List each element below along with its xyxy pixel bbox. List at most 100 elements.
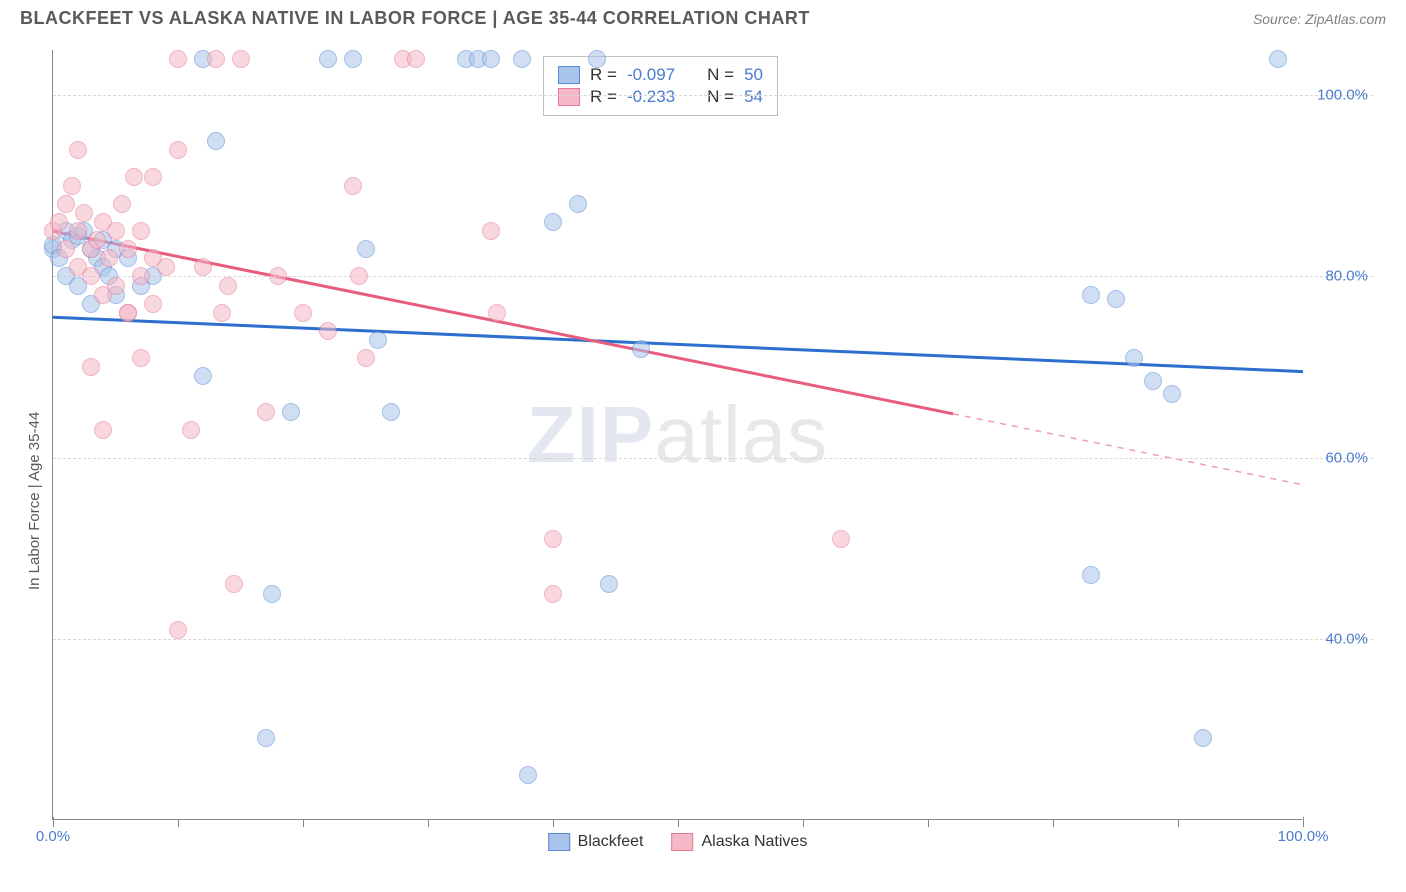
chart-title: BLACKFEET VS ALASKA NATIVE IN LABOR FORC… <box>20 8 810 29</box>
data-point <box>357 349 375 367</box>
data-point <box>407 50 425 68</box>
data-point <box>519 766 537 784</box>
data-point <box>350 267 368 285</box>
data-point <box>157 258 175 276</box>
data-point <box>357 240 375 258</box>
data-point <box>1144 372 1162 390</box>
data-point <box>69 222 87 240</box>
x-tick <box>303 819 304 827</box>
data-point <box>182 421 200 439</box>
data-point <box>94 421 112 439</box>
data-point <box>194 258 212 276</box>
watermark-thin: atlas <box>654 390 828 479</box>
plot-area: ZIPatlas R = -0.097N = 50R = -0.233N = 5… <box>52 50 1302 820</box>
stats-r-value: -0.097 <box>627 65 675 85</box>
legend-swatch <box>558 88 580 106</box>
data-point <box>119 240 137 258</box>
data-point <box>263 585 281 603</box>
data-point <box>1082 566 1100 584</box>
data-point <box>207 132 225 150</box>
x-tick <box>553 819 554 827</box>
watermark: ZIPatlas <box>527 389 828 481</box>
x-tick <box>428 819 429 827</box>
data-point <box>1194 729 1212 747</box>
x-tick-label: 0.0% <box>36 828 70 845</box>
data-point <box>257 403 275 421</box>
x-tick <box>1178 819 1179 827</box>
data-point <box>1082 286 1100 304</box>
watermark-bold: ZIP <box>527 390 654 479</box>
stats-r-value: -0.233 <box>627 87 675 107</box>
regression-line <box>953 414 1303 485</box>
gridline <box>53 95 1373 96</box>
stats-n-label: N = <box>707 87 734 107</box>
x-tick <box>53 817 54 827</box>
data-point <box>269 267 287 285</box>
data-point <box>482 50 500 68</box>
stats-n-label: N = <box>707 65 734 85</box>
data-point <box>57 240 75 258</box>
data-point <box>119 304 137 322</box>
data-point <box>82 267 100 285</box>
data-point <box>169 621 187 639</box>
stats-n-value: 50 <box>744 65 763 85</box>
data-point <box>213 304 231 322</box>
regression-line <box>53 231 953 414</box>
data-point <box>294 304 312 322</box>
data-point <box>75 204 93 222</box>
data-point <box>219 277 237 295</box>
data-point <box>107 277 125 295</box>
stats-r-label: R = <box>590 65 617 85</box>
x-tick <box>928 819 929 827</box>
chart-source: Source: ZipAtlas.com <box>1253 11 1386 27</box>
data-point <box>144 168 162 186</box>
chart-container: ZIPatlas R = -0.097N = 50R = -0.233N = 5… <box>52 50 1372 820</box>
data-point <box>144 295 162 313</box>
data-point <box>632 340 650 358</box>
data-point <box>125 168 143 186</box>
legend-swatch <box>671 833 693 851</box>
legend-swatch <box>558 66 580 84</box>
data-point <box>113 195 131 213</box>
regression-lines <box>53 50 1303 820</box>
legend-label: Blackfeet <box>578 833 644 851</box>
stats-r-label: R = <box>590 87 617 107</box>
data-point <box>232 50 250 68</box>
data-point <box>282 403 300 421</box>
x-tick <box>678 819 679 827</box>
data-point <box>600 575 618 593</box>
y-tick-label: 80.0% <box>1325 268 1368 285</box>
data-point <box>544 530 562 548</box>
stats-row: R = -0.233N = 54 <box>558 87 763 107</box>
data-point <box>569 195 587 213</box>
legend-item: Alaska Natives <box>671 833 807 851</box>
x-tick <box>1053 819 1054 827</box>
y-axis-label: In Labor Force | Age 35-44 <box>26 412 43 590</box>
legend-swatch <box>548 833 570 851</box>
data-point <box>50 213 68 231</box>
gridline <box>53 458 1373 459</box>
data-point <box>488 304 506 322</box>
data-point <box>194 367 212 385</box>
data-point <box>344 177 362 195</box>
stats-box: R = -0.097N = 50R = -0.233N = 54 <box>543 56 778 116</box>
data-point <box>132 267 150 285</box>
x-tick-label: 100.0% <box>1278 828 1329 845</box>
data-point <box>382 403 400 421</box>
data-point <box>207 50 225 68</box>
data-point <box>63 177 81 195</box>
data-point <box>1269 50 1287 68</box>
data-point <box>832 530 850 548</box>
x-tick <box>803 819 804 827</box>
y-tick-label: 100.0% <box>1317 87 1368 104</box>
data-point <box>169 50 187 68</box>
data-point <box>588 50 606 68</box>
data-point <box>1125 349 1143 367</box>
x-tick <box>178 819 179 827</box>
data-point <box>544 213 562 231</box>
data-point <box>169 141 187 159</box>
data-point <box>482 222 500 240</box>
data-point <box>82 358 100 376</box>
data-point <box>1107 290 1125 308</box>
data-point <box>69 141 87 159</box>
